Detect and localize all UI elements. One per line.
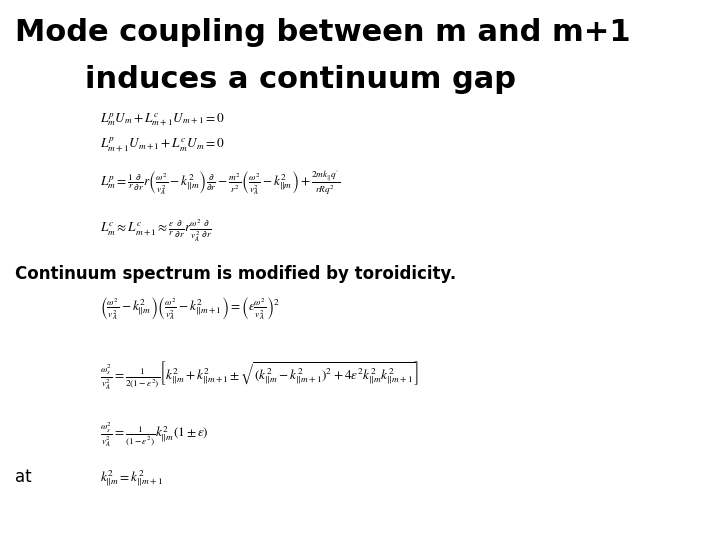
Text: induces a continuum gap: induces a continuum gap [85, 65, 516, 94]
Text: $L^p_m = \frac{1}{r}\frac{\partial}{\partial r}r\left(\frac{\omega^2}{v_A^2} - k: $L^p_m = \frac{1}{r}\frac{\partial}{\par… [100, 168, 340, 197]
Text: $\left(\frac{\omega^2}{v_A^2} - k_{\|m}^2\right)\left(\frac{\omega^2}{v_A^2} - k: $\left(\frac{\omega^2}{v_A^2} - k_{\|m}^… [100, 295, 280, 322]
Text: $L^p_{m+1} U_{m+1} + L^c_m U_m = 0$: $L^p_{m+1} U_{m+1} + L^c_m U_m = 0$ [100, 136, 225, 154]
Text: Continuum spectrum is modified by toroidicity.: Continuum spectrum is modified by toroid… [15, 265, 456, 283]
Text: $k_{\|m}^2 = k_{\|m+1}^2$: $k_{\|m}^2 = k_{\|m+1}^2$ [100, 468, 163, 488]
Text: $L^c_m \approx L^c_{m+1} \approx \frac{\varepsilon}{r}\frac{\partial}{\partial r: $L^c_m \approx L^c_{m+1} \approx \frac{\… [100, 218, 212, 244]
Text: $\frac{\omega_s^2}{v_A^2} = \frac{1}{2(1-\varepsilon^2)}\left[k_{\|m}^2 + k_{\|m: $\frac{\omega_s^2}{v_A^2} = \frac{1}{2(1… [100, 360, 419, 392]
Text: at: at [15, 468, 32, 486]
Text: Mode coupling between m and m+1: Mode coupling between m and m+1 [15, 18, 631, 47]
Text: $\frac{\omega_s^2}{v_A^2} = \frac{1}{(1-\varepsilon^2)} k_{\|m}^2 (1 \pm \vareps: $\frac{\omega_s^2}{v_A^2} = \frac{1}{(1-… [100, 420, 209, 449]
Text: $L^p_m U_m + L^c_{m+1} U_{m+1} = 0$: $L^p_m U_m + L^c_{m+1} U_{m+1} = 0$ [100, 112, 225, 129]
